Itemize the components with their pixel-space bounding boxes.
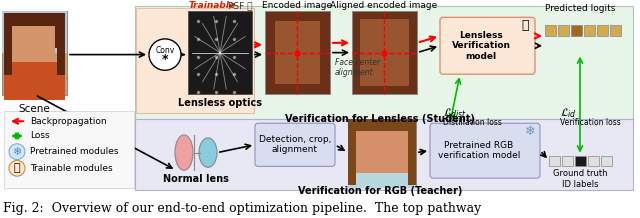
Bar bbox=[275, 21, 320, 84]
Bar bbox=[348, 119, 416, 141]
Text: Distillation loss: Distillation loss bbox=[443, 118, 502, 127]
Bar bbox=[135, 6, 633, 133]
Bar bbox=[188, 12, 252, 94]
Text: Detection, crop,
alignment: Detection, crop, alignment bbox=[259, 135, 331, 155]
Circle shape bbox=[9, 160, 25, 176]
FancyBboxPatch shape bbox=[430, 123, 540, 178]
Ellipse shape bbox=[199, 138, 217, 167]
Bar bbox=[562, 156, 573, 166]
Circle shape bbox=[149, 39, 181, 70]
Bar bbox=[597, 25, 608, 36]
FancyBboxPatch shape bbox=[255, 123, 335, 166]
Text: 🔥: 🔥 bbox=[521, 19, 529, 32]
Text: Verification for RGB (Teacher): Verification for RGB (Teacher) bbox=[298, 186, 462, 196]
Bar bbox=[360, 19, 409, 86]
Bar bbox=[4, 111, 134, 188]
Ellipse shape bbox=[175, 135, 193, 170]
Bar bbox=[545, 25, 556, 36]
Bar bbox=[408, 131, 416, 185]
Text: Lensless
Verification
model: Lensless Verification model bbox=[451, 31, 511, 61]
Bar bbox=[610, 25, 621, 36]
Bar bbox=[549, 156, 560, 166]
Text: Normal lens: Normal lens bbox=[163, 174, 229, 184]
Bar bbox=[575, 156, 586, 166]
Text: Scene: Scene bbox=[18, 104, 50, 114]
Bar bbox=[558, 25, 569, 36]
Bar bbox=[348, 119, 416, 186]
Text: *: * bbox=[162, 53, 168, 66]
Bar bbox=[265, 12, 330, 94]
Text: Backpropagation: Backpropagation bbox=[30, 117, 107, 126]
Text: Verification for Lensless (Student): Verification for Lensless (Student) bbox=[285, 114, 475, 124]
Text: Pretrained RGB
verification model: Pretrained RGB verification model bbox=[438, 141, 520, 160]
Text: ❄: ❄ bbox=[12, 147, 22, 157]
Text: Fig. 2:  Overview of our end-to-end optimization pipeline.  The top pathway: Fig. 2: Overview of our end-to-end optim… bbox=[3, 202, 481, 215]
Text: PSF 🔥: PSF 🔥 bbox=[228, 2, 252, 10]
Bar bbox=[10, 26, 55, 67]
Bar bbox=[2, 12, 67, 53]
Bar bbox=[352, 12, 417, 94]
Bar bbox=[348, 173, 416, 188]
Bar bbox=[4, 62, 65, 100]
Bar bbox=[588, 156, 599, 166]
Text: Trainable modules: Trainable modules bbox=[30, 164, 113, 173]
Text: Trainable: Trainable bbox=[188, 2, 236, 10]
Bar bbox=[353, 131, 411, 175]
Bar bbox=[135, 119, 633, 190]
Text: Lensless optics: Lensless optics bbox=[178, 98, 262, 108]
Text: Verification loss: Verification loss bbox=[560, 118, 621, 127]
Text: Pretrained modules: Pretrained modules bbox=[30, 147, 118, 156]
Text: Aligned encoded image: Aligned encoded image bbox=[330, 2, 438, 10]
Bar bbox=[57, 26, 65, 75]
Text: ❄: ❄ bbox=[525, 124, 535, 138]
Bar bbox=[571, 25, 582, 36]
Bar bbox=[4, 14, 65, 48]
Bar bbox=[2, 12, 67, 95]
Bar bbox=[584, 25, 595, 36]
Bar bbox=[348, 131, 356, 185]
Bar bbox=[601, 156, 612, 166]
Text: $\mathcal{L}_{id}$: $\mathcal{L}_{id}$ bbox=[560, 107, 577, 120]
Bar bbox=[4, 26, 12, 75]
Text: Predicted logits: Predicted logits bbox=[545, 4, 616, 14]
Circle shape bbox=[9, 144, 25, 160]
Text: $\mathcal{L}_{dist}$: $\mathcal{L}_{dist}$ bbox=[443, 107, 467, 120]
Text: Face center
alignment: Face center alignment bbox=[335, 58, 380, 77]
Text: Loss: Loss bbox=[30, 131, 50, 140]
Text: Conv: Conv bbox=[156, 46, 175, 55]
Text: Ground truth
ID labels: Ground truth ID labels bbox=[553, 169, 607, 189]
Bar bbox=[136, 8, 254, 113]
Text: 🔥: 🔥 bbox=[13, 163, 20, 173]
FancyBboxPatch shape bbox=[440, 17, 535, 74]
Text: Encoded image: Encoded image bbox=[262, 2, 332, 10]
